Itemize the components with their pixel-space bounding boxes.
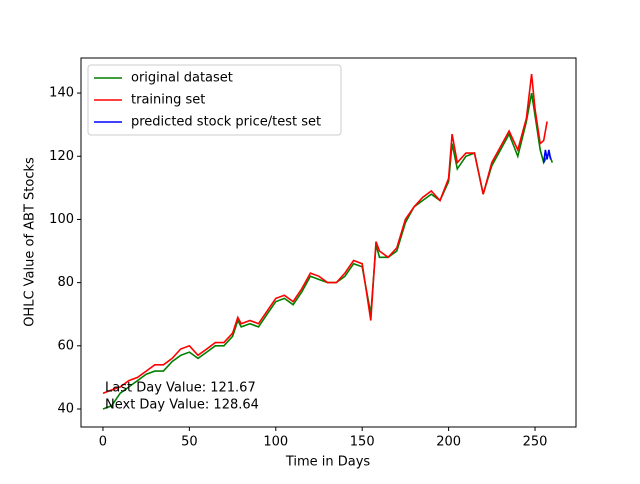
x-tick-label: 50: [181, 435, 198, 450]
series-line: [542, 149, 552, 163]
plot-frame: [80, 57, 577, 428]
y-tick-label: 140: [49, 86, 74, 101]
x-tick-label: 100: [263, 435, 288, 450]
legend-box: [87, 64, 342, 136]
x-tick-label: 200: [436, 435, 461, 450]
x-tick-label: 150: [350, 435, 375, 450]
legend-label: original dataset: [131, 71, 233, 86]
legend-label: training set: [131, 93, 205, 108]
y-tick-label: 100: [49, 212, 74, 227]
annotation: Next Day Value: 128.64: [105, 398, 259, 413]
x-tick-label: 250: [523, 435, 548, 450]
x-tick-label: 0: [99, 435, 107, 450]
y-axis-label: OHLC Value of ABT Stocks: [23, 157, 38, 327]
series-line: [102, 92, 554, 410]
y-tick-label: 80: [57, 275, 74, 290]
y-tick-label: 60: [57, 338, 74, 353]
x-axis-label: Time in Days: [285, 455, 371, 470]
y-tick-label: 120: [49, 149, 74, 164]
annotation: Last Day Value: 121.67: [105, 381, 256, 396]
series-line: [102, 74, 548, 394]
legend-label: predicted stock price/test set: [131, 115, 321, 130]
y-tick-label: 40: [57, 401, 74, 416]
